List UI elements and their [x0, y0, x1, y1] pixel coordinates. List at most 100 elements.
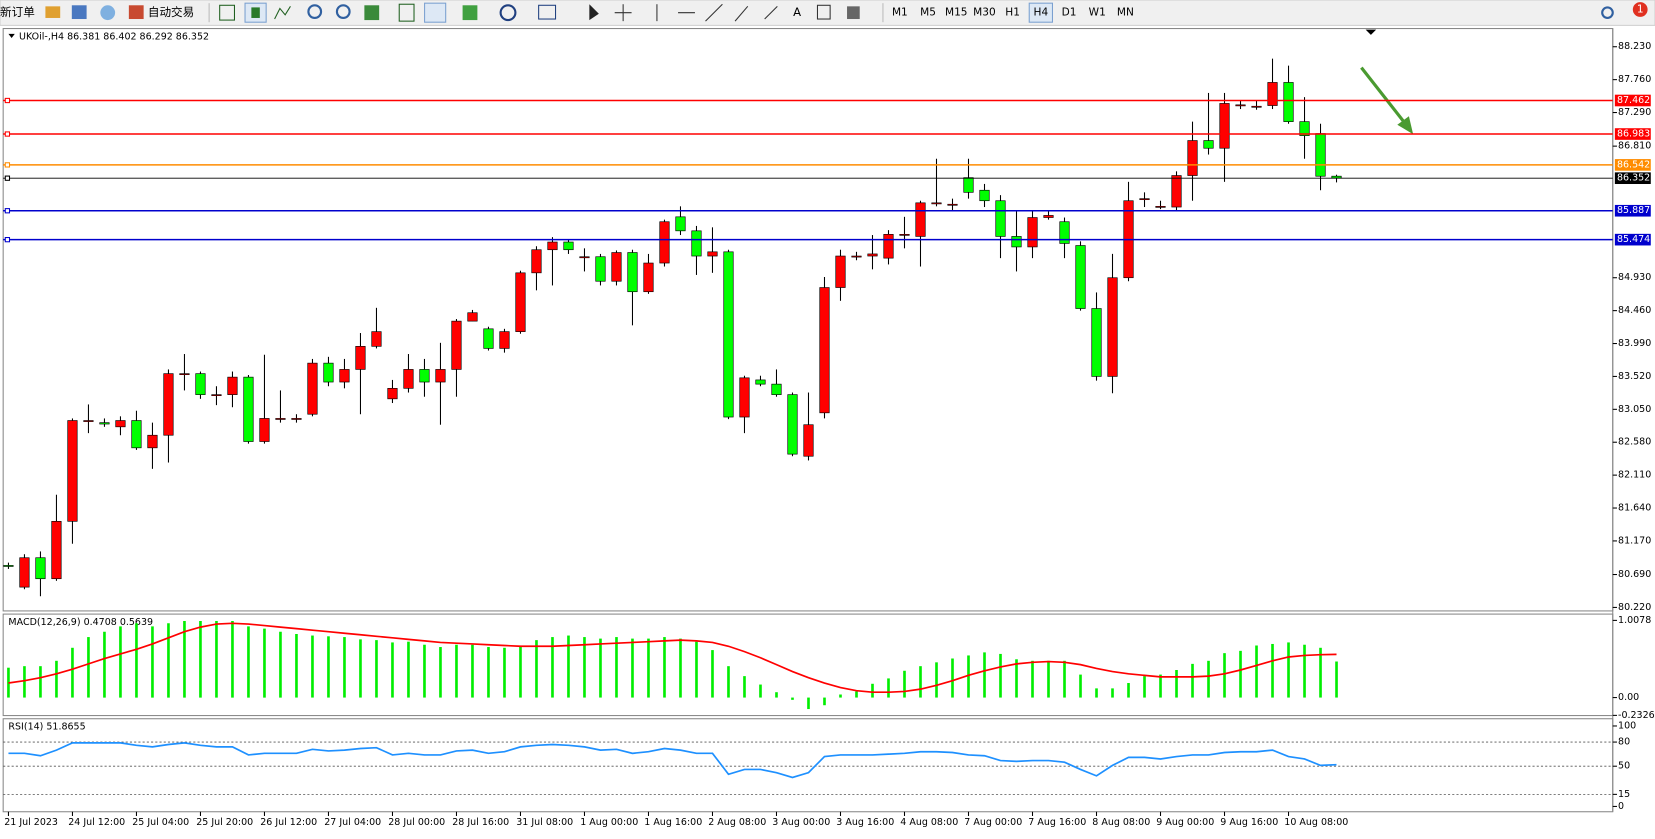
auto-trading-button[interactable]: 自动交易 [148, 5, 194, 19]
icon[interactable] [100, 5, 116, 21]
candle-body [467, 312, 478, 322]
trendline-tool[interactable] [705, 3, 723, 22]
timeframe-button[interactable]: MN [1117, 7, 1134, 19]
candle-body [1283, 82, 1294, 122]
candle-body [915, 202, 926, 237]
y-tick-label: 81.170 [1618, 535, 1651, 546]
x-tick-label: 3 Aug 00:00 [772, 817, 830, 828]
candle-body [1171, 175, 1182, 208]
active-timeframe[interactable] [1028, 2, 1053, 23]
y-tick-label: 80 [1618, 737, 1630, 748]
zoom-in-button[interactable] [307, 4, 323, 20]
candle-body [803, 424, 814, 457]
price-line-handle [4, 97, 11, 104]
candle-body [51, 521, 62, 580]
new-order-button[interactable]: 新订单 [0, 5, 35, 19]
channel-tool[interactable] [734, 5, 749, 22]
templates-button[interactable] [538, 4, 557, 20]
x-tick-label: 4 Aug 08:00 [900, 817, 958, 828]
label-tool[interactable] [816, 4, 831, 20]
zoom-out-button[interactable] [335, 4, 351, 20]
y-tick-label: 80.690 [1618, 569, 1651, 580]
cursor-tool[interactable] [589, 4, 599, 21]
indicators-button[interactable] [462, 5, 478, 21]
candle-body [1235, 104, 1246, 107]
arrows-tool[interactable] [847, 6, 860, 20]
timeframe-button[interactable]: M30 [973, 7, 996, 19]
candle-body [883, 234, 894, 259]
timeframe-button[interactable]: H4 [1034, 7, 1049, 19]
notification-count[interactable]: 1 [1637, 4, 1644, 16]
x-tick-label: 1 Aug 00:00 [580, 817, 638, 828]
candle-body [851, 255, 862, 258]
candle-body [1027, 217, 1038, 248]
timeframe-button[interactable]: M5 [920, 7, 936, 19]
y-tick-label: 0.00 [1618, 692, 1639, 703]
candle-body [1267, 82, 1278, 106]
candle-body [1139, 198, 1150, 201]
x-tick-label: 2 Aug 08:00 [708, 817, 766, 828]
candle-body [579, 256, 590, 259]
fibo-tool[interactable] [764, 5, 778, 20]
candle-body [483, 328, 494, 349]
y-tick-label: 82.110 [1618, 470, 1651, 481]
candle-body [339, 369, 350, 383]
candle-body [963, 177, 974, 193]
candle-body [723, 251, 734, 418]
y-tick-label: 88.230 [1618, 41, 1651, 52]
icon[interactable] [45, 6, 61, 18]
y-tick-label: 100 [1618, 720, 1636, 731]
candle-body [67, 420, 78, 522]
bar-chart-button[interactable] [219, 4, 235, 21]
icon[interactable] [71, 5, 87, 20]
price-label-bg [1614, 94, 1651, 107]
candle-body [627, 252, 638, 293]
candle-body [195, 373, 206, 395]
y-tick-label: 81.640 [1618, 503, 1651, 514]
x-tick-label: 26 Jul 12:00 [260, 817, 317, 828]
candle-body [563, 241, 574, 251]
timeframe-button[interactable]: M1 [892, 7, 908, 19]
tile-button[interactable] [364, 5, 380, 21]
auto-trading-icon[interactable] [128, 5, 144, 20]
x-tick-label: 21 Jul 2023 [4, 817, 58, 828]
y-tick-label: 87.290 [1618, 107, 1651, 118]
y-tick-label: 86.810 [1618, 141, 1651, 152]
annotation-arrow [1360, 66, 1410, 128]
x-tick-label: 8 Aug 08:00 [1092, 817, 1150, 828]
candle-body [499, 331, 510, 349]
candle-body [979, 189, 990, 202]
candle-body [227, 376, 238, 395]
timeframe-button[interactable]: W1 [1089, 7, 1106, 19]
candle-body [1011, 236, 1022, 248]
notification-badge[interactable] [1632, 2, 1648, 17]
candle-body [707, 251, 718, 257]
candle-body [387, 388, 398, 400]
scroll-button[interactable] [398, 3, 415, 22]
x-tick-label: 24 Jul 12:00 [68, 817, 125, 828]
y-tick-label: 80.220 [1618, 602, 1651, 613]
x-tick-label: 25 Jul 20:00 [196, 817, 253, 828]
timeframe-button[interactable]: D1 [1062, 7, 1077, 19]
price-label: 86.352 [1617, 173, 1650, 184]
price-label: 85.474 [1617, 234, 1650, 245]
search-button[interactable] [1601, 6, 1614, 20]
y-tick-label: 84.460 [1618, 305, 1651, 316]
candle-body [931, 202, 942, 205]
candle-body [771, 383, 782, 395]
candle-body [19, 557, 30, 588]
line-chart-button[interactable] [274, 6, 291, 20]
price-line-handle [4, 175, 11, 181]
shift-button[interactable] [424, 2, 447, 23]
candle-body [3, 565, 14, 567]
price-label-bg [1614, 233, 1651, 246]
text-tool[interactable]: A [793, 5, 801, 19]
price-label-bg [1614, 204, 1651, 217]
candle-body [995, 200, 1006, 237]
shift-marker [1365, 29, 1377, 35]
x-tick-label: 9 Aug 00:00 [1156, 817, 1214, 828]
periods-button[interactable] [499, 4, 517, 22]
timeframe-button[interactable]: H1 [1005, 7, 1020, 19]
timeframe-button[interactable]: M15 [945, 7, 968, 19]
